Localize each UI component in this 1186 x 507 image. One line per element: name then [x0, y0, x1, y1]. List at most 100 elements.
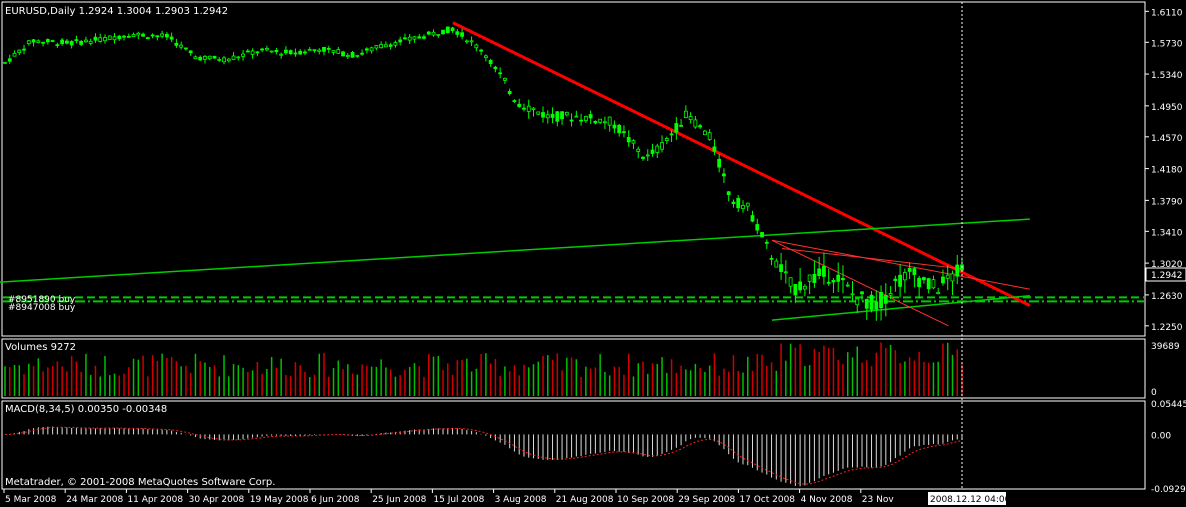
candle-body — [598, 118, 603, 123]
candle-body — [802, 285, 807, 290]
price-tick-label-6: 1.3790 — [1151, 197, 1183, 207]
candle-body — [174, 42, 179, 46]
order-label-1: #8951890 buy — [8, 295, 76, 305]
candle-body — [455, 31, 460, 35]
macd-tick-label-1: 0.00 — [1151, 431, 1171, 441]
candle-body — [236, 56, 241, 59]
candle-body — [793, 284, 798, 296]
candle-body — [522, 107, 526, 110]
candle-body — [84, 39, 88, 43]
macd-tick-label-0: 0.05445 — [1151, 400, 1186, 410]
candle-body — [817, 268, 822, 276]
price-tick-label-3: 1.4950 — [1151, 103, 1183, 113]
candle-body — [264, 47, 269, 51]
candle-body — [869, 294, 874, 310]
x-tick-label-6: 25 Jun 2008 — [372, 495, 426, 505]
candle-body — [355, 54, 360, 57]
candle-body — [250, 50, 255, 55]
candle-body — [217, 59, 222, 61]
candle-body — [583, 116, 588, 121]
candle-body — [79, 40, 84, 45]
candle-body — [107, 35, 112, 40]
candle-body — [422, 36, 426, 39]
macd-layer — [4, 426, 963, 487]
candle-body — [303, 51, 307, 54]
candle-body — [436, 33, 441, 36]
candle-body — [483, 55, 488, 59]
candle-body — [60, 39, 65, 45]
candle-body — [936, 291, 941, 295]
candle-body — [26, 40, 31, 45]
candle-body — [850, 293, 855, 296]
candle-body — [426, 31, 431, 35]
candle-body — [307, 48, 312, 51]
trendline-4 — [771, 239, 949, 327]
candle-body — [941, 276, 945, 284]
candle-body — [322, 46, 326, 52]
candle-body — [445, 26, 450, 33]
candle-body — [179, 44, 184, 48]
candle-body — [674, 123, 679, 133]
candle-body — [841, 278, 845, 281]
x-tick-label-2: 11 Apr 2008 — [127, 495, 183, 505]
candle-body — [764, 241, 769, 244]
x-tick-label-12: 17 Oct 2008 — [739, 495, 795, 505]
price-tick-label-8: 1.3020 — [1151, 260, 1183, 270]
candle-body — [507, 91, 512, 95]
candle-body — [683, 110, 688, 119]
price-tick-label-2: 1.5340 — [1151, 71, 1183, 81]
candle-body — [188, 50, 193, 54]
cursor-time-box — [928, 492, 1006, 505]
x-tick-label-1: 24 Mar 2008 — [66, 495, 123, 505]
candle-body — [679, 124, 683, 127]
candle-body — [650, 149, 655, 154]
candle-body — [198, 56, 203, 61]
candle-body — [41, 41, 45, 44]
candle-body — [622, 131, 626, 134]
candle-body — [702, 130, 707, 136]
candle-body — [69, 41, 74, 46]
volume-layer — [4, 342, 963, 396]
candle-body — [955, 264, 960, 277]
candle-body — [245, 50, 250, 53]
candle-body — [645, 154, 650, 157]
candle-body — [169, 36, 174, 40]
candle-body — [769, 257, 774, 260]
macd-signal-line — [4, 426, 963, 485]
candle-body — [574, 115, 579, 118]
candle-body — [7, 58, 12, 62]
candle-body — [512, 100, 517, 102]
candle-body — [369, 47, 374, 52]
current-price-label: 1.2942 — [1151, 271, 1183, 281]
candle-body — [131, 34, 136, 37]
candle-body — [341, 51, 345, 57]
candle-body — [93, 36, 98, 41]
candle-body — [222, 57, 226, 63]
candle-body — [136, 32, 141, 36]
candle-body — [279, 53, 284, 56]
candle-body — [269, 50, 274, 53]
candle-body — [531, 107, 536, 110]
x-tick-label-4: 19 May 2008 — [250, 495, 309, 505]
candle-body — [103, 37, 107, 42]
candle-body — [736, 197, 741, 209]
candle-body — [88, 40, 93, 44]
candle-body — [902, 272, 907, 281]
candle-body — [798, 281, 803, 291]
candle-body — [517, 103, 522, 107]
x-tick-label-10: 10 Sep 2008 — [617, 495, 674, 505]
candle-body — [636, 148, 641, 152]
candle-body — [350, 52, 355, 58]
candle-body — [312, 49, 317, 52]
price-panel-frame — [1, 1, 1146, 337]
candle-body — [779, 264, 783, 272]
candle-body — [822, 265, 826, 277]
candle-body — [641, 156, 645, 159]
candle-body — [898, 274, 903, 287]
candle-body — [888, 293, 893, 296]
candle-body — [474, 44, 479, 49]
candle-body — [331, 50, 336, 53]
candle-body — [612, 124, 617, 129]
